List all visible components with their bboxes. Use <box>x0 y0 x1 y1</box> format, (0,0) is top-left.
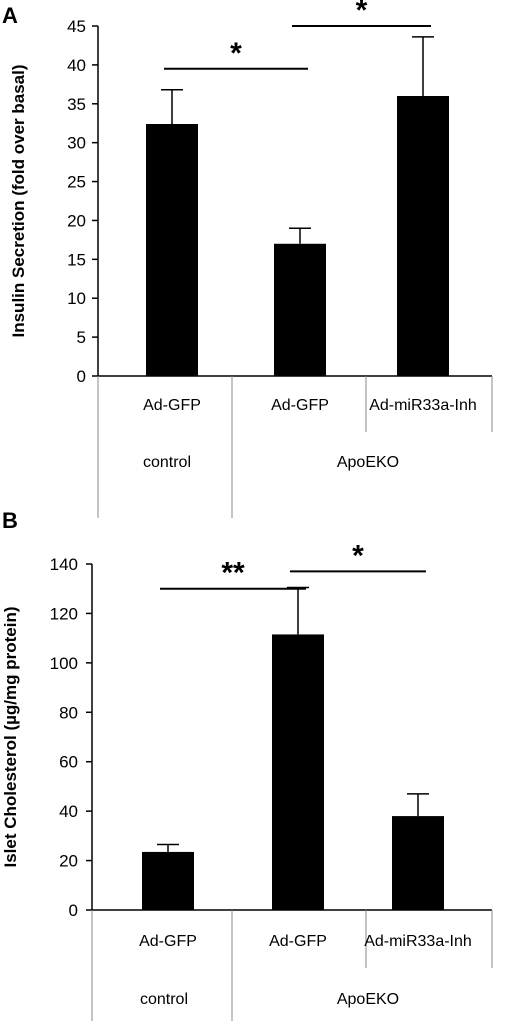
significance-marker: * <box>230 37 242 70</box>
category-label: Ad-GFP <box>143 397 201 414</box>
bar <box>274 243 326 376</box>
group-label: ApoEKO <box>337 991 399 1008</box>
bar <box>146 124 198 376</box>
bar <box>392 816 444 910</box>
y-tick-label: 60 <box>59 753 78 772</box>
bar <box>272 634 324 910</box>
y-tick-label: 30 <box>67 134 86 153</box>
category-label: Ad-GFP <box>139 933 197 950</box>
y-tick-label: 25 <box>67 173 86 192</box>
y-axis-title: Insulin Secretion (fold over basal) <box>9 65 28 338</box>
bar <box>397 96 449 376</box>
bar <box>142 851 194 910</box>
significance-marker: * <box>356 0 368 27</box>
panel-label: A <box>2 3 18 28</box>
significance-marker: ** <box>221 557 245 590</box>
y-tick-label: 80 <box>59 703 78 722</box>
group-label: control <box>143 454 191 471</box>
y-tick-label: 120 <box>50 604 78 623</box>
category-label: Ad-GFP <box>271 397 329 414</box>
y-axis-title: Islet Cholesterol (µg/mg protein) <box>1 606 20 867</box>
y-tick-label: 140 <box>50 555 78 574</box>
panel-b-chart: B Islet Cholesterol (µg/mg protein) 0 20 40 6… <box>1 508 493 1021</box>
y-tick-label: 5 <box>77 328 86 347</box>
y-tick-label: 15 <box>67 250 86 269</box>
y-tick-label: 20 <box>59 852 78 871</box>
category-label: Ad-miR33a-Inh <box>364 933 472 950</box>
y-tick-label: 45 <box>67 17 86 36</box>
category-label: Ad-miR33a-Inh <box>369 397 477 414</box>
category-label: Ad-GFP <box>269 933 327 950</box>
group-label: control <box>140 991 188 1008</box>
y-tick-label: 35 <box>67 95 86 114</box>
panel-label: B <box>2 508 18 533</box>
y-tick-label: 0 <box>77 367 86 386</box>
y-tick-label: 0 <box>69 901 78 920</box>
y-tick-label: 40 <box>67 56 86 75</box>
significance-marker: * <box>352 539 364 572</box>
y-tick-label: 10 <box>67 289 86 308</box>
y-tick-label: 20 <box>67 211 86 230</box>
y-tick-label: 100 <box>50 654 78 673</box>
panel-a-chart: A Insulin Secretion (fold over basal) 0 5 10… <box>2 0 493 518</box>
y-tick-label: 40 <box>59 802 78 821</box>
group-label: ApoEKO <box>337 454 399 471</box>
